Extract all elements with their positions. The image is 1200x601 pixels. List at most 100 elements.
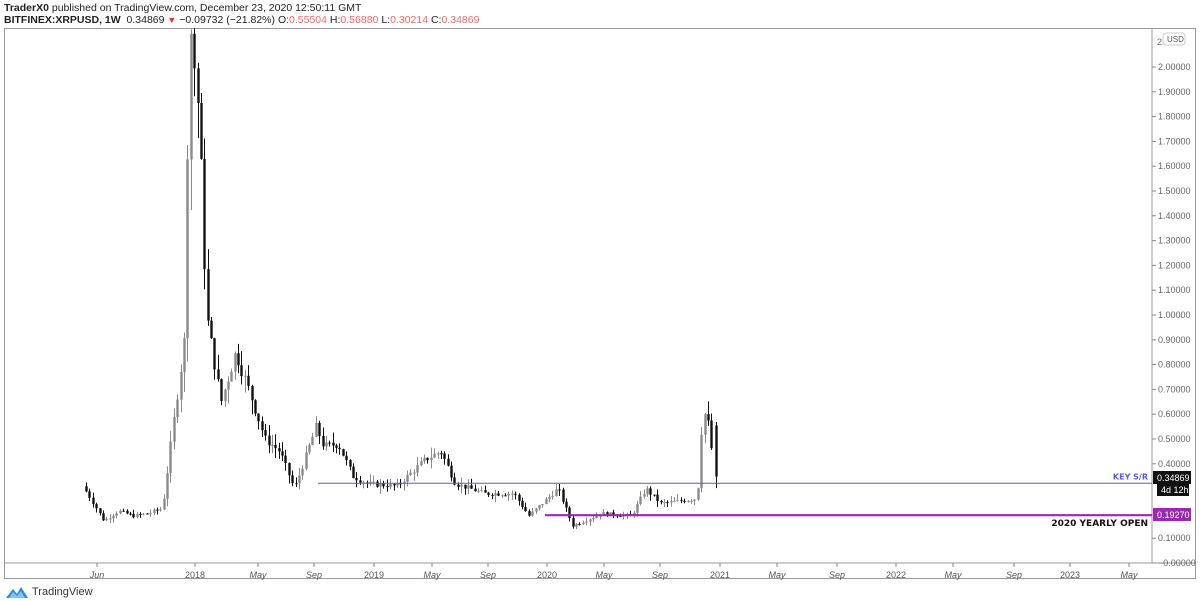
candle-body[interactable] [149,512,152,514]
candle-body[interactable] [582,522,585,525]
candle-body[interactable] [322,435,325,447]
candle-body[interactable] [217,369,220,380]
candle-body[interactable] [220,379,223,401]
candle-body[interactable] [109,518,112,520]
candle-body[interactable] [382,483,385,487]
candle-body[interactable] [430,457,433,461]
candle-body[interactable] [271,444,274,446]
candle-body[interactable] [406,474,409,482]
candle-body[interactable] [683,500,686,502]
candle-body[interactable] [670,500,673,503]
candle-body[interactable] [676,499,679,501]
candle-body[interactable] [213,338,216,370]
candle-body[interactable] [399,483,402,485]
candle-body[interactable] [578,524,581,526]
candle-body[interactable] [457,484,460,487]
candle-body[interactable] [193,33,196,69]
candle-body[interactable] [565,501,568,508]
candle-body[interactable] [291,475,294,484]
candle-body[interactable] [254,400,257,414]
candle-body[interactable] [379,483,382,487]
candle-body[interactable] [298,475,301,484]
candle-body[interactable] [261,421,264,431]
candle-body[interactable] [497,493,500,496]
candle-body[interactable] [274,444,277,449]
candle-body[interactable] [514,493,517,495]
candle-body[interactable] [122,510,125,512]
candle-body[interactable] [295,483,298,485]
candle-body[interactable] [234,353,237,372]
candle-body[interactable] [687,500,690,502]
candle-body[interactable] [710,420,713,449]
time-axis[interactable]: Jun 2018 May Sep 2019 May Sep 2020 May Sep 2021 May… [89,563,1138,580]
candle-body[interactable] [477,490,480,492]
candle-body[interactable] [507,493,510,496]
candle-body[interactable] [646,488,649,495]
candle-body[interactable] [666,502,669,504]
candle-body[interactable] [349,460,352,467]
candle-body[interactable] [173,417,176,442]
candle-body[interactable] [460,484,463,487]
candle-body[interactable] [99,508,102,514]
candle-body[interactable] [602,512,605,516]
candle-body[interactable] [413,472,416,474]
candle-body[interactable] [264,430,267,436]
candle-body[interactable] [318,422,321,436]
candle-body[interactable] [494,493,497,496]
candle-body[interactable] [433,453,436,458]
candle-body[interactable] [423,457,426,462]
candle-body[interactable] [308,445,311,453]
candle-body[interactable] [386,486,389,488]
candle-body[interactable] [690,500,693,502]
candle-body[interactable] [305,452,308,469]
candle-body[interactable] [704,414,707,435]
candle-body[interactable] [531,511,534,516]
candle-body[interactable] [595,516,598,518]
candle-body[interactable] [342,449,345,456]
candle-body[interactable] [548,496,551,499]
candle-body[interactable] [142,513,145,515]
candle-body[interactable] [240,365,243,377]
candle-body[interactable] [102,513,105,521]
candle-body[interactable] [92,497,95,505]
candle-body[interactable] [518,494,521,501]
candle-body[interactable] [237,353,240,366]
candle-body[interactable] [328,442,331,444]
candle-body[interactable] [562,489,565,502]
candle-body[interactable] [301,468,304,476]
candle-body[interactable] [389,483,392,488]
candle-body[interactable] [440,453,443,455]
candle-body[interactable] [443,453,446,459]
candle-body[interactable] [680,499,683,501]
candle-body[interactable] [129,513,132,515]
candle-body[interactable] [639,496,642,504]
candle-body[interactable] [359,480,362,483]
candle-body[interactable] [153,509,156,513]
candle-body[interactable] [707,414,710,421]
candle-body[interactable] [606,512,609,516]
candle-body[interactable] [464,484,467,489]
candle-body[interactable] [480,490,483,492]
candle-body[interactable] [355,478,358,481]
price-axis[interactable]: 2.00000 1.90000 1.80000 1.70000 1.60000 1.500… [1152,32,1196,568]
candle-body[interactable] [633,512,636,516]
candle-body[interactable] [450,465,453,478]
candle-body[interactable] [568,507,571,519]
candle-body[interactable] [169,441,172,474]
candle-body[interactable] [585,521,588,523]
candle-body[interactable] [467,485,470,489]
candle-body[interactable] [453,477,456,485]
candle-body[interactable] [420,461,423,466]
candle-body[interactable] [447,458,450,466]
candle-body[interactable] [115,513,118,516]
candle-body[interactable] [163,498,166,510]
candle-body[interactable] [372,481,375,483]
candle-body[interactable] [409,472,412,475]
candle-body[interactable] [207,269,210,321]
candle-body[interactable] [190,33,193,160]
candle-body[interactable] [257,413,260,422]
candlestick-series[interactable] [85,28,718,529]
candle-body[interactable] [210,320,213,339]
candle-body[interactable] [474,488,477,492]
